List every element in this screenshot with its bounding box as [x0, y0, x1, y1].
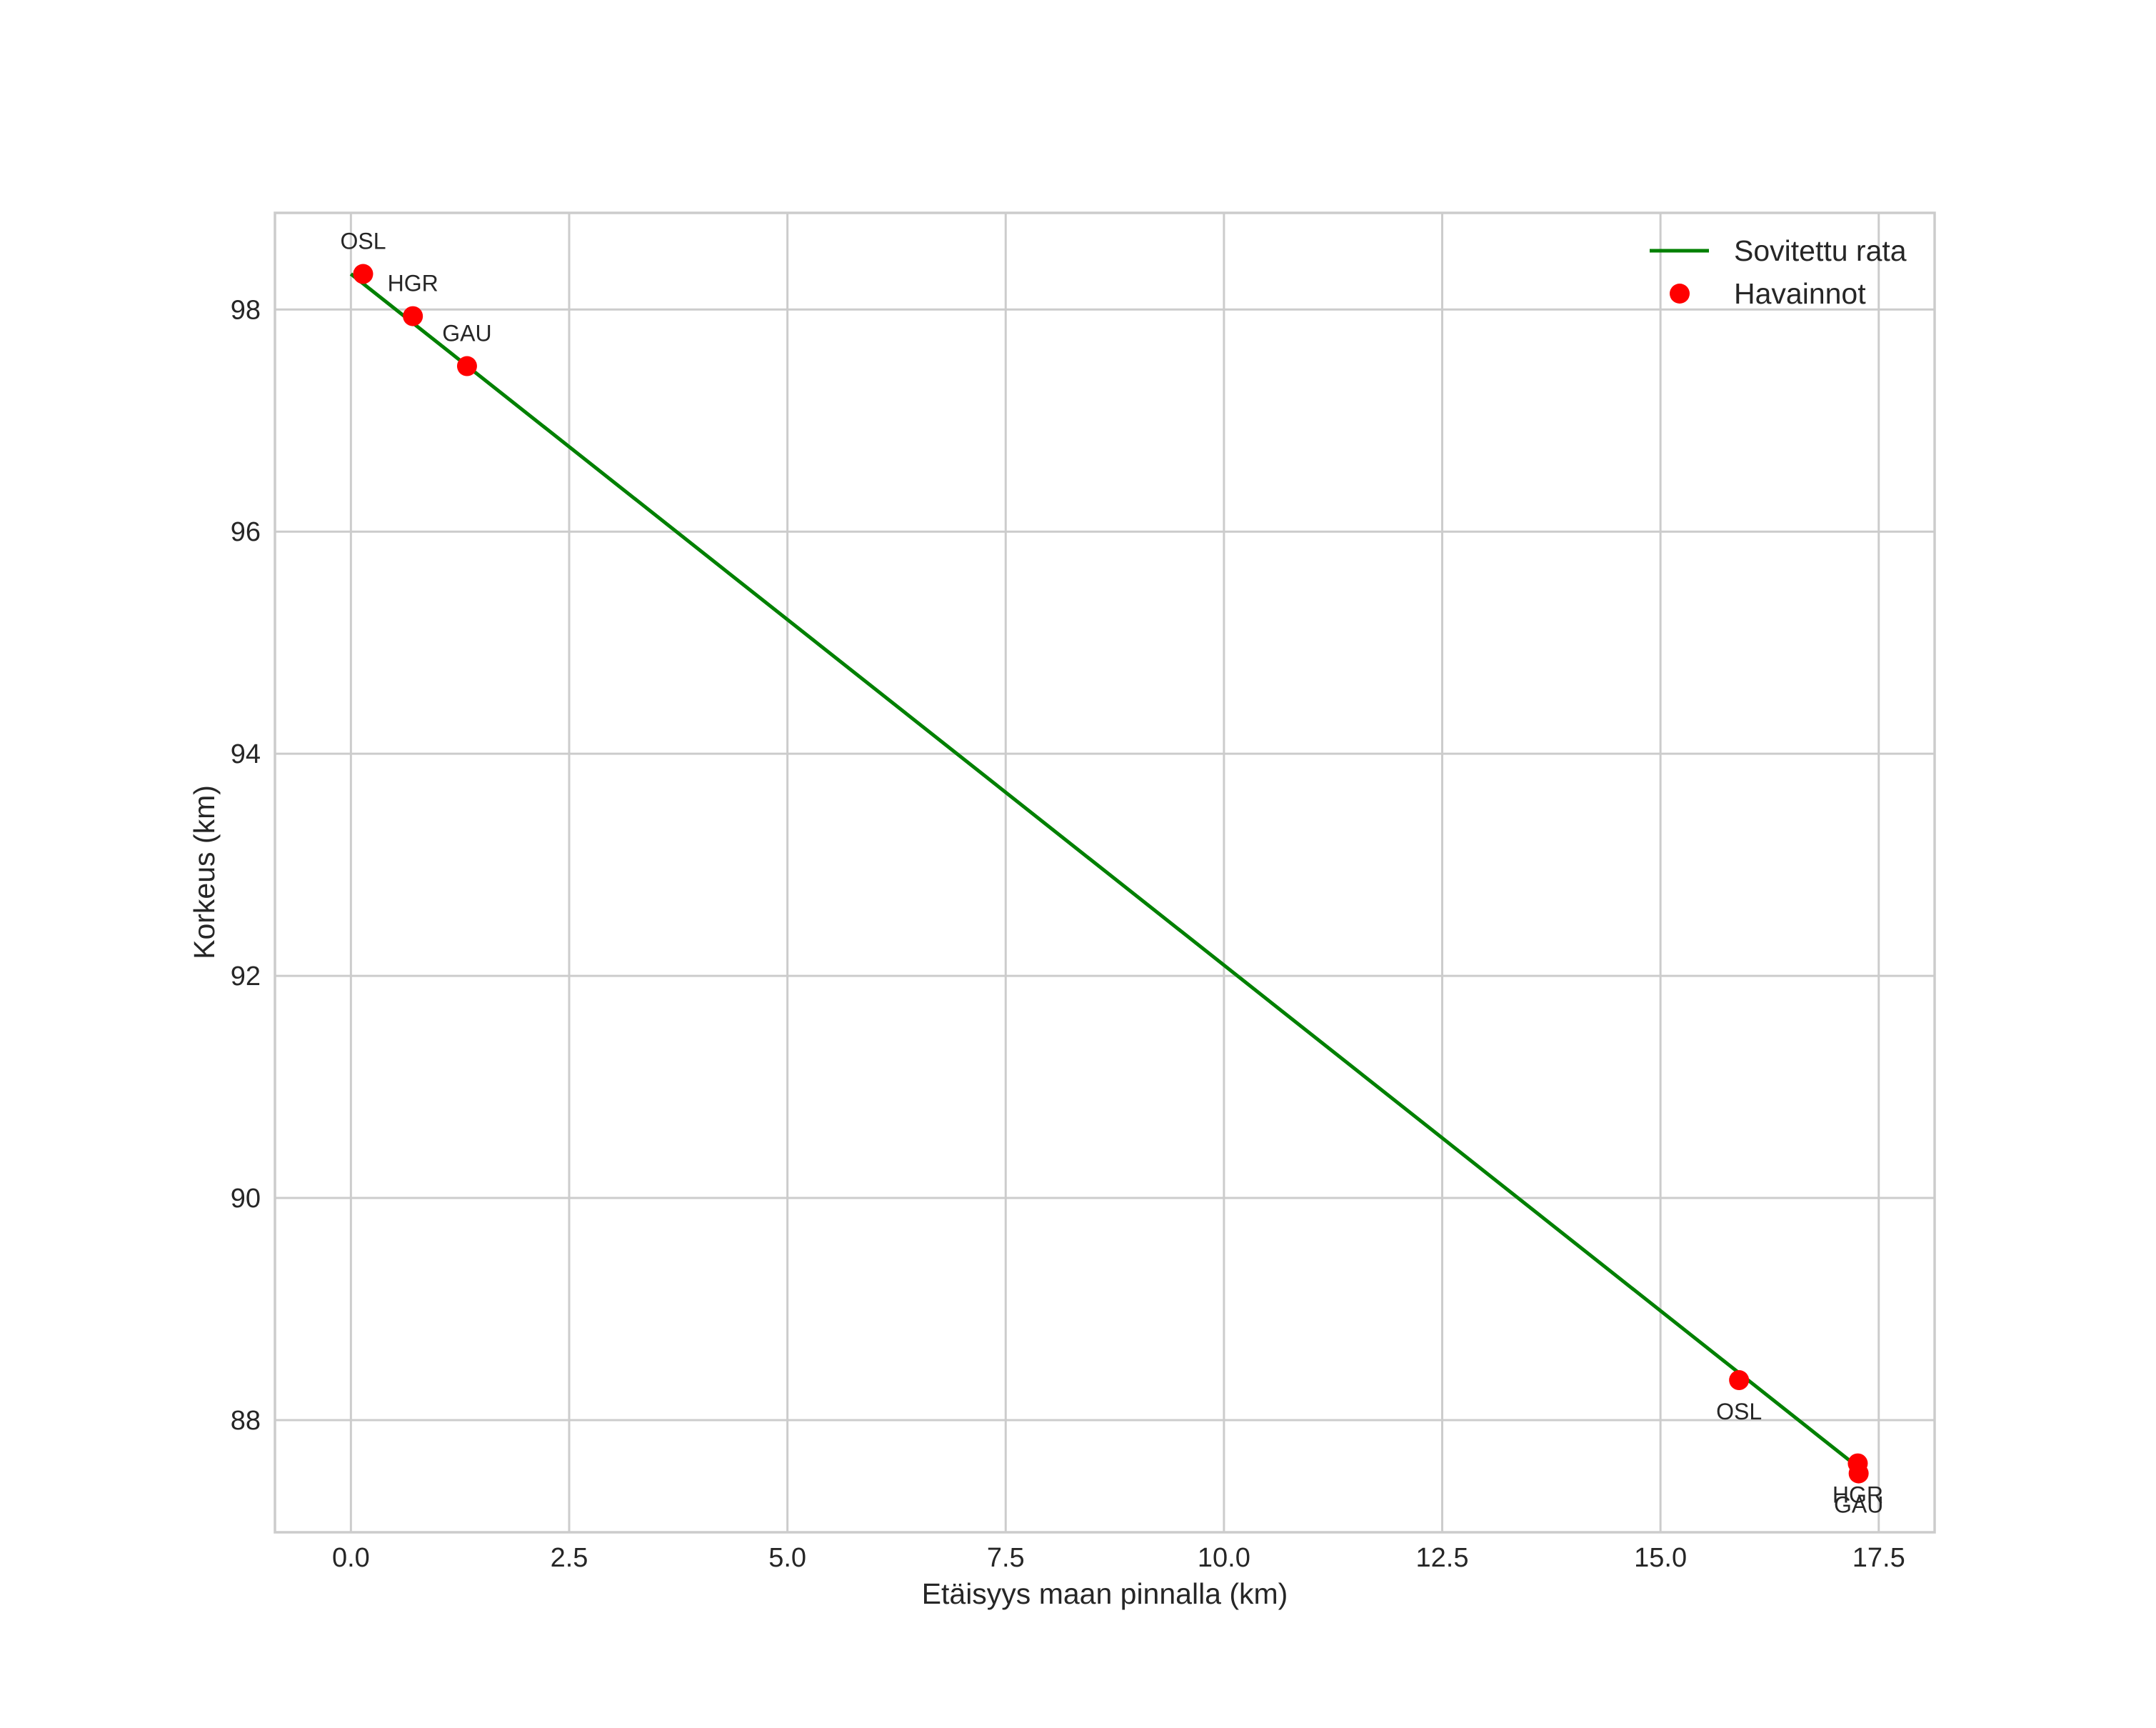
x-tick-label: 7.5 — [987, 1543, 1025, 1573]
observation-point — [456, 356, 477, 376]
y-tick-label: 94 — [231, 739, 261, 769]
y-axis-label: Korkeus (km) — [188, 785, 221, 959]
x-tick-label: 0.0 — [332, 1543, 370, 1573]
y-tick-label: 92 — [231, 962, 261, 992]
observation-point — [1848, 1463, 1869, 1484]
station-label: HGR — [388, 271, 438, 296]
y-tick-label: 96 — [231, 517, 261, 547]
x-tick-label: 15.0 — [1634, 1543, 1687, 1573]
observation-point — [403, 306, 423, 326]
x-tick-label: 2.5 — [551, 1543, 588, 1573]
y-tick-label: 90 — [231, 1184, 261, 1214]
axes-frame — [274, 211, 1936, 1534]
station-label: GAU — [1834, 1492, 1883, 1518]
x-tick-label: 12.5 — [1416, 1543, 1469, 1573]
y-tick-label: 88 — [231, 1406, 261, 1436]
observation-point — [1729, 1370, 1750, 1391]
legend-label-observations: Havainnot — [1734, 277, 1866, 310]
x-tick-label: 10.0 — [1198, 1543, 1250, 1573]
x-tick-labels: 0.0 2.5 5.0 7.5 10.0 12.5 15.0 17.5 — [332, 1543, 1905, 1573]
station-label: OSL — [1716, 1399, 1762, 1424]
x-tick-label: 5.0 — [768, 1543, 806, 1573]
observation-points — [353, 264, 1869, 1484]
x-axis-label: Etäisyys maan pinnalla (km) — [922, 1577, 1288, 1610]
observation-point — [353, 264, 373, 284]
x-tick-label: 17.5 — [1852, 1543, 1905, 1573]
fitted-line-path — [349, 272, 1850, 1462]
legend-circle-icon — [1670, 284, 1690, 304]
station-label: HGR — [1832, 1482, 1883, 1508]
station-label: OSL — [340, 229, 386, 254]
fitted-trajectory-line — [349, 272, 1850, 1462]
y-tick-label: 98 — [231, 295, 261, 325]
station-label: GAU — [442, 321, 491, 346]
legend-label-fitted: Sovitettu rata — [1734, 234, 1907, 267]
y-tick-labels: 88 90 92 94 96 98 — [231, 295, 261, 1436]
legend: Sovitettu rata Havainnot — [1650, 234, 1907, 310]
y-gridlines — [275, 308, 1935, 1422]
